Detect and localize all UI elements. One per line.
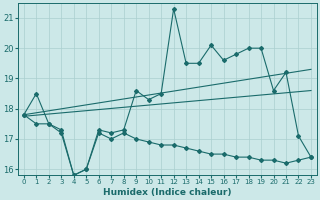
X-axis label: Humidex (Indice chaleur): Humidex (Indice chaleur) — [103, 188, 232, 197]
